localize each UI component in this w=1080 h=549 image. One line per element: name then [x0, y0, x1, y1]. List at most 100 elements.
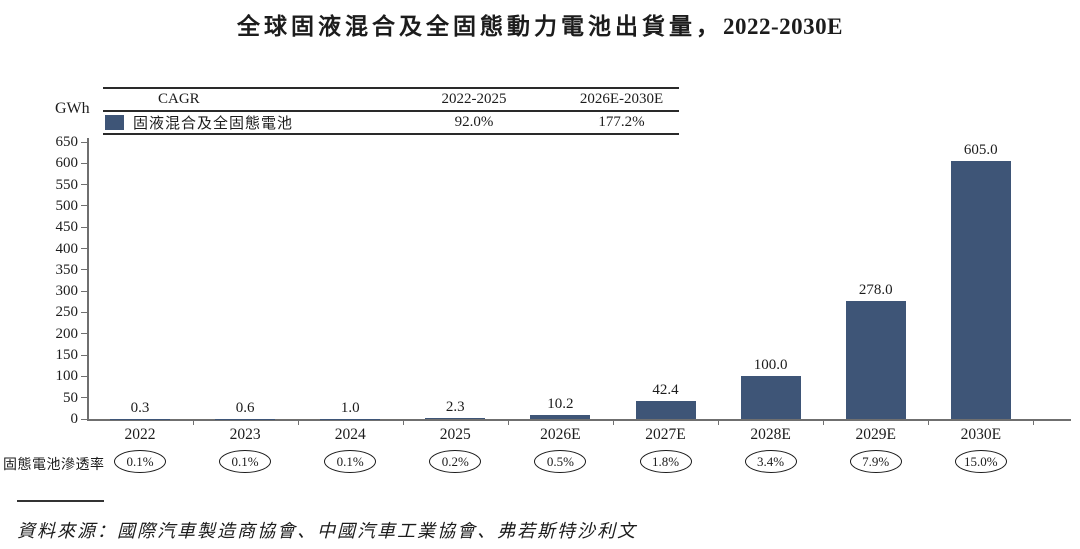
cagr-value-period2: 177.2% [598, 114, 645, 130]
y-tick-mark [81, 162, 87, 164]
penetration-value: 0.1% [126, 454, 154, 469]
y-tick-label: 50 [63, 389, 78, 406]
penetration-value: 7.9% [862, 454, 890, 469]
y-tick-label: 350 [55, 261, 79, 278]
penetration-ellipse: 0.1% [219, 450, 272, 473]
y-tick-label: 650 [55, 134, 79, 150]
x-tick-mark [718, 420, 720, 425]
x-tick-mark [928, 420, 930, 425]
cagr-legend-table: CAGR 2022-2025 2026E-2030E 固液混合及全固態電池 92… [103, 87, 679, 135]
y-tick-label: 100 [55, 368, 79, 385]
penetration-value: 0.5% [546, 454, 574, 469]
x-category-label: 2024 [334, 426, 366, 443]
bar-value-label: 1.0 [340, 399, 360, 416]
source-note: 資料來源：國際汽車製造商協會、中國汽車工業協會、弗若斯特沙利文 [17, 521, 637, 541]
y-axis-line [87, 138, 89, 420]
penetration-ellipse: 15.0% [954, 450, 1007, 473]
y-tick-mark [81, 311, 87, 313]
x-tick-mark [507, 420, 509, 425]
legend-cell: 固液混合及全固態電池 [103, 112, 384, 133]
y-tick-mark [81, 269, 87, 271]
penetration-value: 0.2% [441, 454, 469, 469]
cagr-header-cell: CAGR [158, 91, 200, 107]
x-tick-mark [613, 420, 614, 425]
bar-value-label: 10.2 [547, 395, 574, 412]
penetration-value: 3.4% [757, 454, 785, 469]
bar-value-label: 42.4 [652, 381, 679, 398]
x-tick-mark [1033, 420, 1035, 425]
x-tick-mark [192, 420, 194, 425]
y-tick-label: 0 [70, 411, 79, 427]
x-tick-mark [823, 420, 825, 425]
x-category-label: 2030E [960, 426, 1002, 443]
penetration-row-label: 固態電池滲透率 [3, 458, 105, 473]
penetration-ellipse: 3.4% [744, 450, 797, 473]
y-tick-label: 150 [55, 347, 79, 364]
bar-value-label: 2.3 [445, 399, 465, 416]
y-tick-label: 600 [55, 155, 79, 172]
bar-2029E [845, 300, 906, 419]
y-axis-unit-label: GWh [55, 100, 90, 117]
chart-title-text: 全球固液混合及全固態動力電池出貨量， [237, 14, 723, 39]
penetration-ellipse: 0.1% [324, 450, 377, 473]
y-tick-mark [81, 205, 87, 207]
penetration-ellipse: 1.8% [639, 450, 692, 473]
cagr-table-header-row: CAGR 2022-2025 2026E-2030E [103, 89, 679, 112]
bar-value-label: 278.0 [858, 281, 893, 298]
bar-2027E [635, 400, 696, 419]
bar-value-label: 100.0 [753, 357, 788, 374]
y-tick-label: 300 [55, 283, 79, 300]
bar-2028E [740, 376, 801, 419]
x-category-label: 2027E [645, 426, 686, 443]
cagr-table-data-row: 固液混合及全固態電池 92.0% 177.2% [103, 112, 679, 133]
x-tick-mark [402, 420, 404, 425]
y-tick-mark [81, 248, 87, 250]
penetration-ellipse: 0.2% [429, 450, 482, 473]
x-category-label: 2029E [855, 426, 896, 443]
y-tick-mark [81, 418, 87, 420]
y-tick-label: 200 [55, 325, 79, 342]
y-tick-mark [81, 141, 87, 143]
y-tick-mark [81, 184, 87, 186]
y-tick-label: 250 [55, 304, 79, 321]
x-tick-mark [297, 420, 299, 425]
y-tick-mark [81, 354, 87, 356]
penetration-ellipse: 0.1% [114, 450, 166, 473]
footnote-divider [17, 500, 104, 502]
legend-color-swatch [105, 115, 124, 130]
x-category-label: 2026E [540, 426, 581, 443]
y-tick-mark [81, 226, 87, 228]
y-tick-mark [81, 290, 87, 292]
x-category-label: 2028E [750, 426, 791, 443]
x-category-label: 2023 [229, 426, 261, 443]
penetration-value: 1.8% [651, 454, 680, 469]
period1-header-cell: 2022-2025 [441, 91, 507, 107]
bar-2025 [425, 418, 486, 419]
y-tick-label: 500 [55, 197, 79, 214]
y-tick-label: 550 [55, 176, 79, 193]
y-tick-label: 450 [55, 219, 79, 236]
chart-title: 全球固液混合及全固態動力電池出貨量，2022-2030E [0, 7, 1080, 41]
y-tick-mark [81, 333, 87, 335]
bar-2026E [530, 414, 591, 419]
bar-value-label: 605.0 [963, 142, 998, 159]
x-category-label: 2022 [124, 426, 156, 443]
y-tick-label: 400 [55, 240, 79, 257]
penetration-value: 0.1% [231, 454, 259, 469]
bar-value-label: 0.3 [130, 399, 150, 416]
y-tick-mark [81, 397, 87, 399]
chart-title-year-range: 2022-2030E [723, 14, 843, 39]
cagr-value-period1: 92.0% [454, 114, 494, 130]
bar-value-label: 0.6 [235, 399, 255, 416]
penetration-ellipse: 0.5% [534, 450, 587, 473]
bar-2030E [950, 161, 1011, 419]
y-tick-mark [81, 375, 87, 377]
period2-header-cell: 2026E-2030E [579, 91, 664, 107]
penetration-value: 0.1% [336, 454, 364, 469]
x-category-label: 2025 [439, 426, 471, 443]
penetration-value: 15.0% [964, 454, 998, 469]
legend-series-label: 固液混合及全固態電池 [133, 116, 294, 132]
x-axis-line [87, 419, 1071, 421]
penetration-ellipse: 7.9% [849, 450, 902, 473]
